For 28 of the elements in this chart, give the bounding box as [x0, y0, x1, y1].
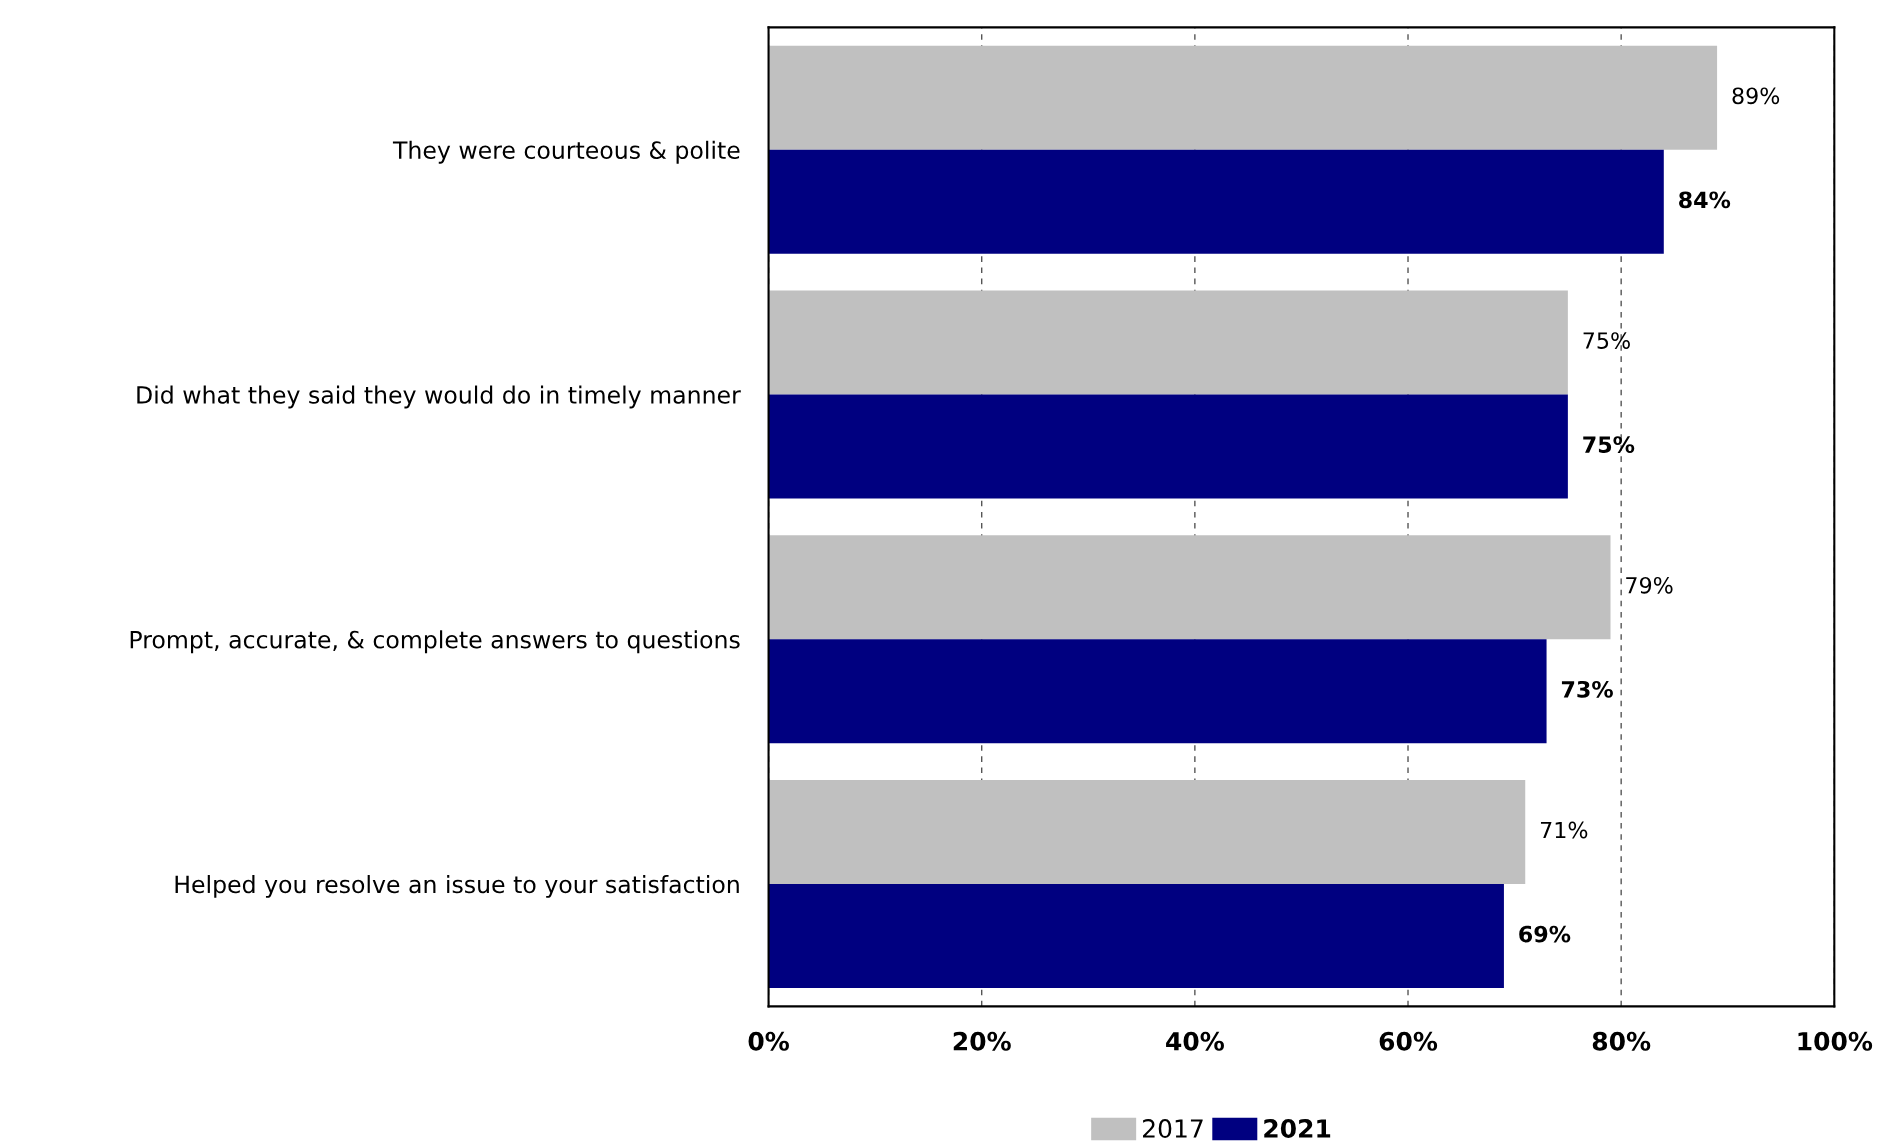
- x-tick-label: 80%: [1592, 1031, 1651, 1051]
- legend-label: 2017: [1143, 1119, 1203, 1138]
- bar: [768, 779, 1526, 884]
- y-tick-label: Prompt, accurate, & complete answers to questions: [130, 630, 740, 654]
- x-tick-label: 100%: [1798, 1031, 1873, 1051]
- y-tick-label: Helped you resolve an issue to your satisfaction: [175, 875, 739, 898]
- bar: [768, 394, 1568, 499]
- data-label: 75%: [1583, 332, 1630, 349]
- data-label: 79%: [1626, 576, 1673, 594]
- bar: [768, 883, 1504, 989]
- bar: [768, 45, 1718, 150]
- data-label: 89%: [1732, 87, 1780, 105]
- legend-label: 2021: [1264, 1119, 1331, 1138]
- data-label: 71%: [1540, 821, 1588, 839]
- bar: [768, 639, 1547, 744]
- y-tick-label: They were courteous & polite: [392, 140, 740, 164]
- x-tick-label: 60%: [1379, 1031, 1438, 1051]
- bar: [768, 290, 1568, 395]
- data-label: 75%: [1583, 436, 1635, 453]
- x-tick-label: 40%: [1166, 1031, 1224, 1051]
- data-label: 73%: [1561, 680, 1613, 698]
- bar: [768, 535, 1611, 640]
- data-label: 69%: [1519, 925, 1571, 943]
- x-tick-label: 20%: [953, 1031, 1011, 1051]
- bar: [768, 149, 1664, 254]
- data-label: 84%: [1679, 191, 1731, 209]
- x-tick-label: 0%: [748, 1031, 789, 1051]
- y-tick-label: Did what they said they would do in timely manner: [137, 385, 741, 409]
